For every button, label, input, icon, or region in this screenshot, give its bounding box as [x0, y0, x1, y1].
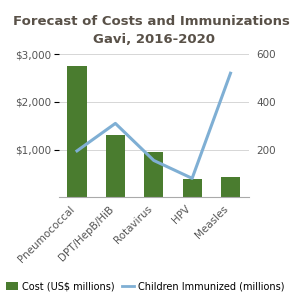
Bar — [68, 66, 87, 197]
Children Immunized (millions) — [152, 159, 155, 162]
Children Immunized (millions) — [113, 122, 117, 125]
Bar — [221, 177, 240, 197]
Children Immunized (millions) — [190, 177, 194, 180]
Bar — [106, 135, 125, 197]
Bar — [144, 152, 163, 197]
Line: Children Immunized (millions): Children Immunized (millions) — [77, 73, 230, 178]
Children Immunized (millions) — [229, 71, 232, 75]
Legend: Cost (US$ millions), Children Immunized (millions): Cost (US$ millions), Children Immunized … — [3, 278, 288, 295]
Title: Forecast of Costs and Immunizations:
Gavi, 2016-2020: Forecast of Costs and Immunizations: Gav… — [13, 15, 291, 46]
Bar — [182, 179, 202, 197]
Children Immunized (millions) — [75, 149, 79, 153]
